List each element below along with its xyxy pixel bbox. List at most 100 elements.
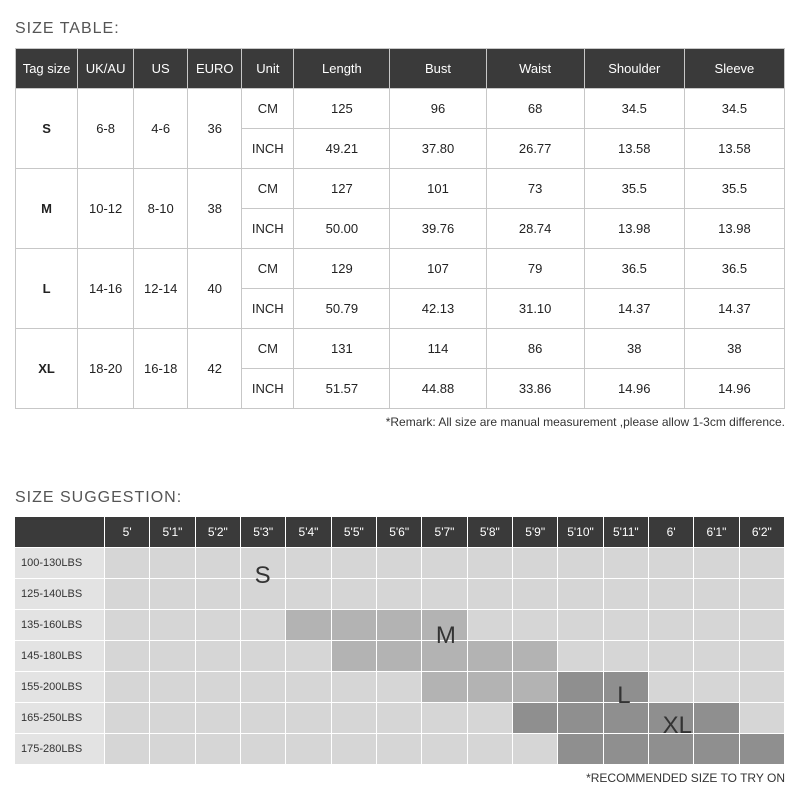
measure-cell: 42.13 bbox=[390, 289, 486, 329]
suggestion-cell bbox=[468, 703, 513, 734]
suggestion-cell bbox=[422, 579, 467, 610]
suggestion-cell bbox=[150, 734, 195, 765]
size-cell-uk: 18-20 bbox=[78, 329, 134, 409]
suggestion-cell bbox=[241, 672, 286, 703]
suggestion-cell bbox=[468, 610, 513, 641]
weight-label: 155-200LBS bbox=[15, 672, 105, 703]
height-header: 5'10" bbox=[558, 517, 603, 548]
weight-label: 165-250LBS bbox=[15, 703, 105, 734]
measure-cell: 51.57 bbox=[294, 369, 390, 409]
size-cell-us: 8-10 bbox=[134, 169, 188, 249]
suggestion-cell bbox=[649, 672, 694, 703]
suggestion-cell bbox=[513, 548, 558, 579]
suggestion-cell bbox=[105, 703, 150, 734]
suggestion-cell bbox=[105, 610, 150, 641]
measure-cell: 68 bbox=[486, 89, 584, 129]
size-header-cell: Waist bbox=[486, 49, 584, 89]
measure-cell: 31.10 bbox=[486, 289, 584, 329]
size-cell-euro: 38 bbox=[188, 169, 242, 249]
suggestion-cell bbox=[694, 610, 739, 641]
suggestion-cell bbox=[740, 734, 785, 765]
suggestion-cell bbox=[332, 672, 377, 703]
measure-cell: 79 bbox=[486, 249, 584, 289]
suggestion-cell bbox=[377, 672, 422, 703]
suggestion-cell bbox=[649, 734, 694, 765]
measure-cell: 13.58 bbox=[584, 129, 684, 169]
measure-cell: 49.21 bbox=[294, 129, 390, 169]
suggestion-cell bbox=[241, 610, 286, 641]
suggestion-cell bbox=[332, 548, 377, 579]
suggestion-cell bbox=[196, 734, 241, 765]
weight-label: 125-140LBS bbox=[15, 579, 105, 610]
suggestion-cell bbox=[377, 734, 422, 765]
suggestion-cell bbox=[740, 548, 785, 579]
suggestion-cell bbox=[513, 734, 558, 765]
size-cell-euro: 36 bbox=[188, 89, 242, 169]
measure-cell: 50.00 bbox=[294, 209, 390, 249]
weight-label: 145-180LBS bbox=[15, 641, 105, 672]
height-header: 6' bbox=[649, 517, 694, 548]
suggestion-cell bbox=[513, 610, 558, 641]
measure-cell: 101 bbox=[390, 169, 486, 209]
suggestion-cell bbox=[377, 641, 422, 672]
suggestion-cell bbox=[241, 579, 286, 610]
height-header: 5'7" bbox=[422, 517, 467, 548]
suggestion-corner bbox=[15, 517, 105, 548]
suggestion-cell bbox=[332, 610, 377, 641]
size-header-cell: Sleeve bbox=[684, 49, 784, 89]
suggestion-cell bbox=[196, 672, 241, 703]
size-table: Tag sizeUK/AUUSEUROUnitLengthBustWaistSh… bbox=[15, 48, 785, 409]
suggestion-cell bbox=[150, 579, 195, 610]
height-header: 5'4" bbox=[286, 517, 331, 548]
measure-cell: 107 bbox=[390, 249, 486, 289]
unit-cell: INCH bbox=[242, 289, 294, 329]
suggestion-cell bbox=[558, 672, 603, 703]
size-header-cell: EURO bbox=[188, 49, 242, 89]
measure-cell: 13.98 bbox=[684, 209, 784, 249]
suggestion-cell bbox=[604, 703, 649, 734]
suggestion-cell bbox=[740, 610, 785, 641]
suggestion-cell bbox=[468, 672, 513, 703]
measure-cell: 38 bbox=[684, 329, 784, 369]
suggestion-cell bbox=[286, 703, 331, 734]
unit-cell: INCH bbox=[242, 209, 294, 249]
suggestion-cell bbox=[694, 579, 739, 610]
suggestion-cell bbox=[422, 672, 467, 703]
suggestion-cell bbox=[150, 672, 195, 703]
measure-cell: 14.96 bbox=[584, 369, 684, 409]
unit-cell: CM bbox=[242, 169, 294, 209]
unit-cell: INCH bbox=[242, 129, 294, 169]
suggestion-cell bbox=[468, 548, 513, 579]
size-table-title: SIZE TABLE: bbox=[15, 20, 785, 38]
suggestion-cell bbox=[377, 703, 422, 734]
size-cell-euro: 40 bbox=[188, 249, 242, 329]
measure-cell: 125 bbox=[294, 89, 390, 129]
measure-cell: 33.86 bbox=[486, 369, 584, 409]
measure-cell: 129 bbox=[294, 249, 390, 289]
suggestion-cell bbox=[196, 548, 241, 579]
suggestion-cell bbox=[604, 641, 649, 672]
suggestion-cell bbox=[558, 548, 603, 579]
suggestion-cell bbox=[241, 641, 286, 672]
weight-label: 175-280LBS bbox=[15, 734, 105, 765]
suggestion-cell bbox=[286, 579, 331, 610]
suggestion-cell bbox=[649, 703, 694, 734]
suggestion-cell bbox=[377, 610, 422, 641]
suggestion-cell bbox=[422, 734, 467, 765]
suggestion-cell bbox=[150, 641, 195, 672]
suggestion-cell bbox=[694, 641, 739, 672]
suggestion-cell bbox=[513, 672, 558, 703]
suggestion-cell bbox=[196, 610, 241, 641]
suggestion-title: SIZE SUGGESTION: bbox=[15, 489, 785, 507]
size-header-cell: Unit bbox=[242, 49, 294, 89]
height-header: 5'11" bbox=[604, 517, 649, 548]
suggestion-cell bbox=[604, 734, 649, 765]
suggestion-cell bbox=[422, 610, 467, 641]
measure-cell: 36.5 bbox=[684, 249, 784, 289]
suggestion-cell bbox=[468, 579, 513, 610]
suggestion-cell bbox=[105, 641, 150, 672]
suggestion-cell bbox=[649, 641, 694, 672]
size-cell-tag: L bbox=[16, 249, 78, 329]
suggestion-cell bbox=[740, 672, 785, 703]
measure-cell: 13.58 bbox=[684, 129, 784, 169]
